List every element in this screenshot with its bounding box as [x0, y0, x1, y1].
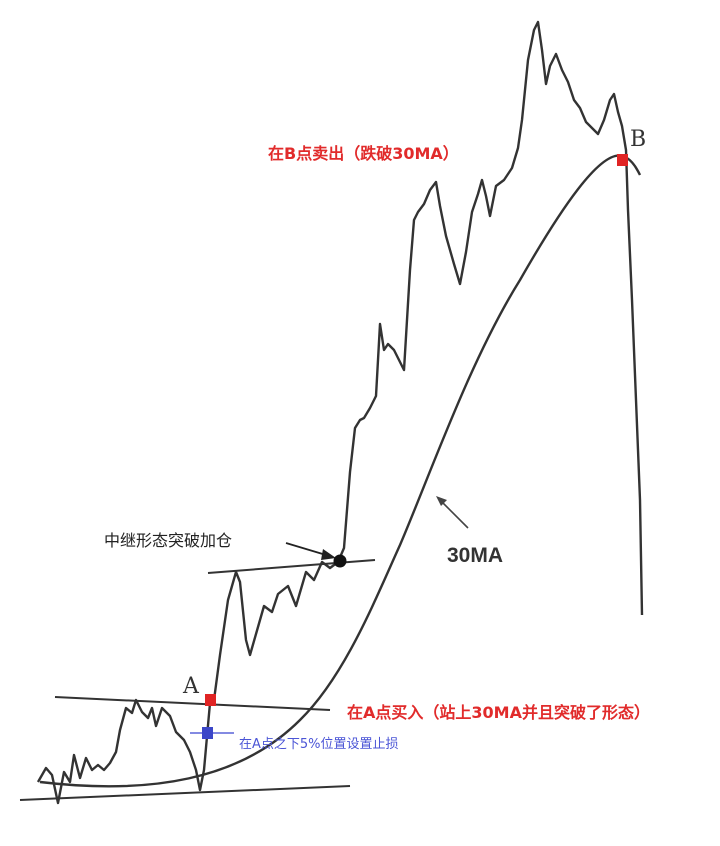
ma-arrow [436, 496, 469, 529]
sell-at-b-annotation: 在B点卖出（跌破30MA） [268, 144, 459, 163]
point-a-label: A [182, 674, 200, 699]
relay-pattern-trendline [207, 559, 376, 574]
stop-loss-marker [202, 727, 213, 739]
stop-loss-annotation: 在A点之下5%位置设置止损 [239, 737, 399, 752]
relay-breakout-dot [333, 554, 347, 568]
buy-at-a-annotation: 在A点买入（站上30MA并且突破了形态） [347, 703, 650, 722]
lower-trendline-base [19, 785, 351, 801]
ma30-curve [39, 154, 642, 788]
ma30-label: 30MA [447, 544, 503, 567]
relay-breakout-annotation: 中继形态突破加仓 [104, 531, 232, 550]
point-b-label: B [630, 127, 646, 152]
upper-trendline-base [54, 696, 331, 711]
price-line [36, 20, 644, 805]
point-a-marker [205, 694, 216, 706]
relay-arrow [285, 542, 336, 560]
point-b-marker [617, 154, 628, 166]
